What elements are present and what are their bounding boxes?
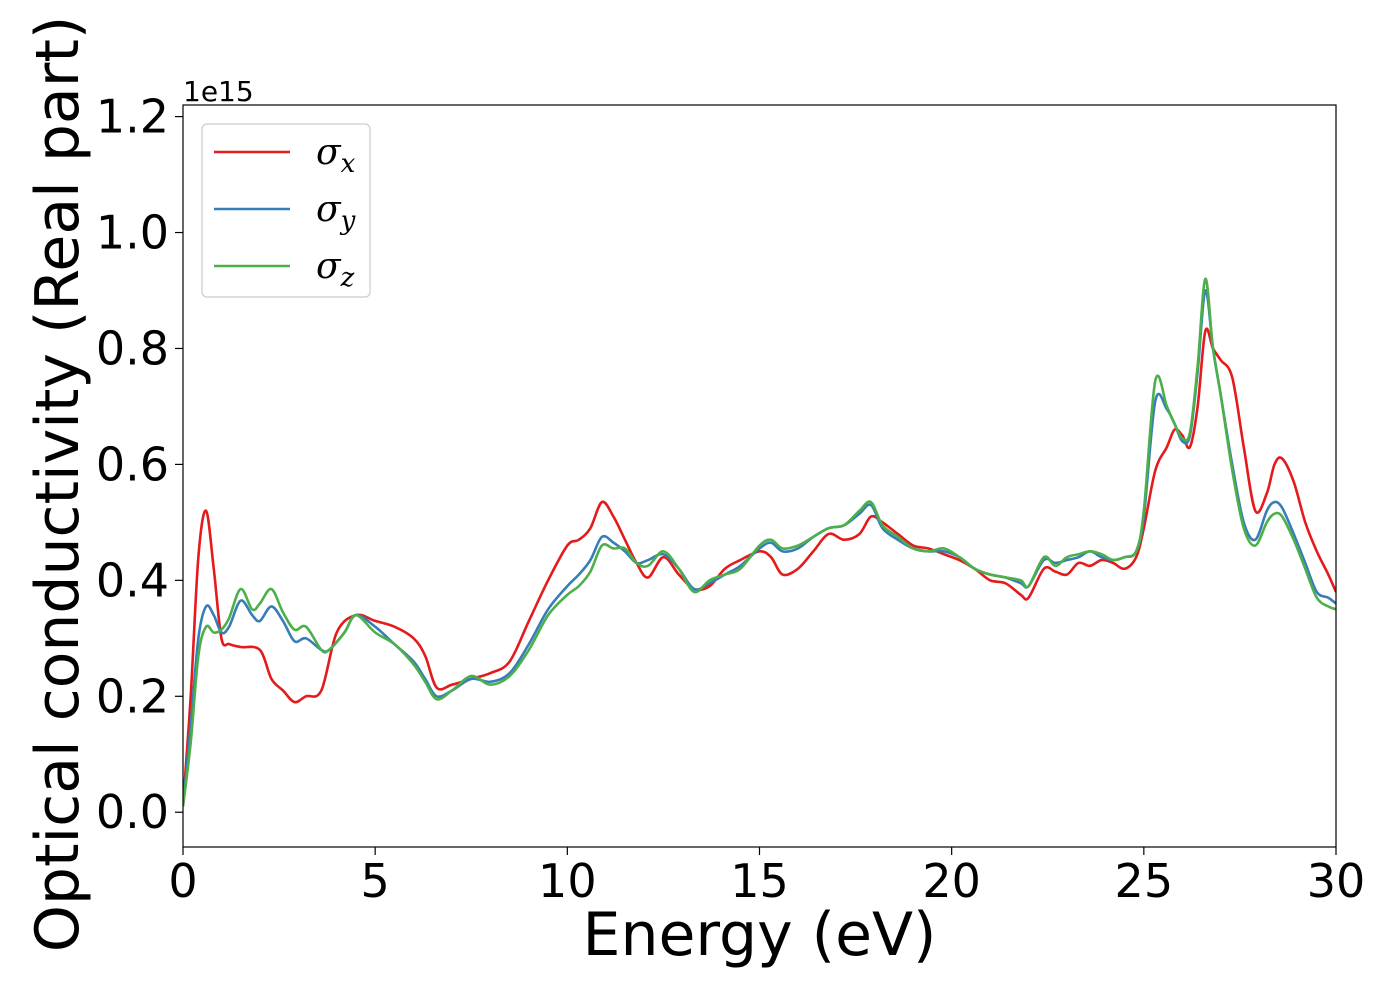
y-tick-label: 0.2 [96, 669, 169, 723]
legend-box [201, 123, 371, 298]
legend-label-y: σy [316, 189, 356, 236]
y-offset-label: 1e15 [183, 75, 254, 108]
x-tick-label: 30 [1307, 854, 1366, 908]
ticks-layer: 0 5 10 15 20 25 30 0.0 0.2 0.4 0.6 0.8 1.0 1.2 [96, 90, 1365, 908]
y-tick-label: 0.4 [96, 553, 169, 607]
x-tick-label: 15 [730, 854, 789, 908]
legend-label-base: σ [316, 132, 342, 173]
y-tick-label: 1.2 [96, 90, 169, 144]
x-tick-label: 10 [538, 854, 597, 908]
y-tick-label: 0.6 [96, 437, 169, 491]
legend-label-subscript: y [340, 206, 356, 236]
y-axis-label: Optical conductivity (Real part) [23, 16, 93, 953]
legend-label-base: σ [316, 246, 342, 287]
x-tick-label: 5 [361, 854, 390, 908]
y-tick-label: 0.8 [96, 321, 169, 375]
x-tick-label: 0 [168, 854, 197, 908]
legend-label-z: σz [316, 246, 355, 293]
legend-label-subscript: x [341, 149, 356, 179]
y-tick-label: 0.0 [96, 785, 169, 839]
legend-label-x: σx [316, 132, 356, 179]
series-line-z [183, 277, 1336, 807]
series-line-y [183, 289, 1336, 807]
x-tick-label: 25 [1115, 854, 1174, 908]
legend-label-base: σ [316, 189, 342, 230]
x-axis-label: Energy (eV) [583, 900, 937, 970]
legend-label-subscript: z [340, 263, 355, 293]
x-tick-label: 20 [922, 854, 981, 908]
series-layer [183, 277, 1336, 807]
y-tick-label: 1.0 [96, 206, 169, 260]
series-line-x [183, 327, 1336, 807]
